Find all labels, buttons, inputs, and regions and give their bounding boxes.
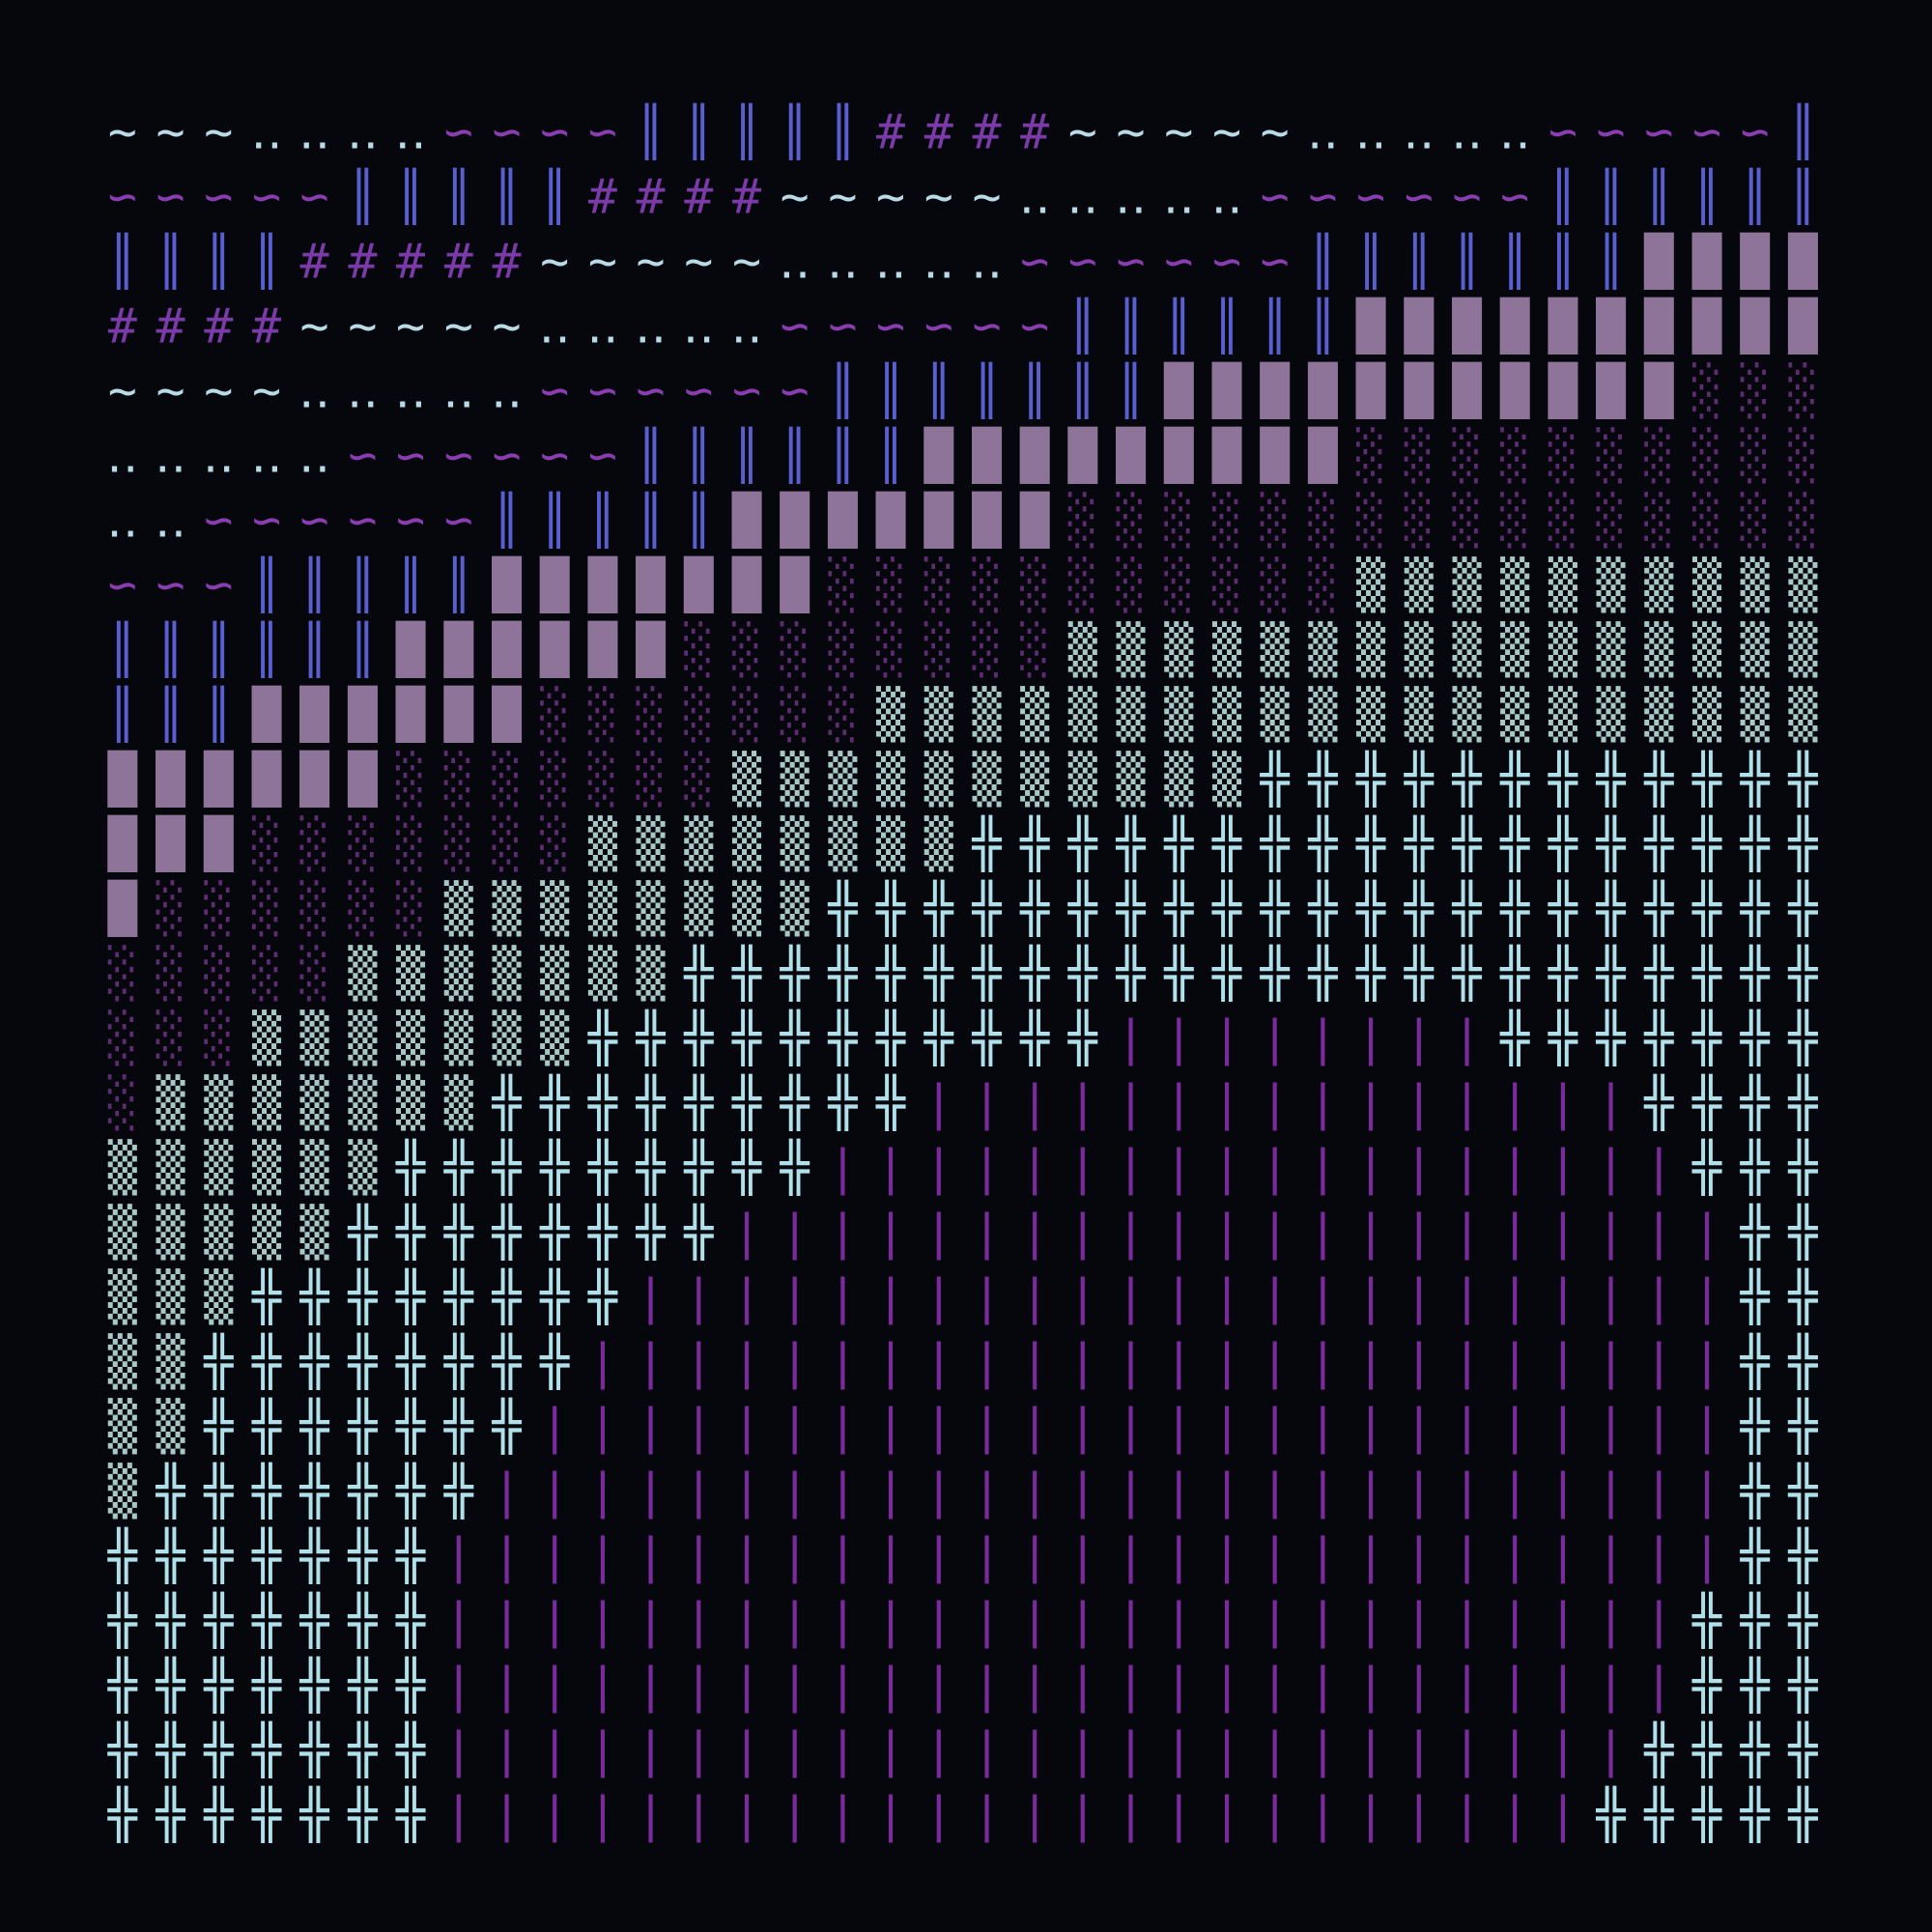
- glyph-run: ███████: [491, 556, 810, 614]
- glyph-run: |||||||||||||||: [924, 1075, 1626, 1131]
- glyph-run: ░░░░░░░: [396, 751, 713, 809]
- glyph-run: ╬╬╬╬╬╬╬╬╬: [395, 1139, 810, 1197]
- glyph-run: ╬╬╬: [1691, 1139, 1818, 1197]
- glyph-run: ███: [107, 815, 235, 873]
- glyph-run: ░░░░░░░░░░░: [828, 556, 1337, 614]
- glyph-run: ▒▒▒: [108, 1268, 235, 1326]
- glyph-run: |||||||||||||||||||||||: [637, 1269, 1722, 1325]
- glyph-run: ░░░░░░░: [540, 686, 857, 744]
- glyph-run: ███████████: [1163, 362, 1674, 420]
- glyph-run: ╬╬╬╬╬╬╬: [107, 1786, 426, 1844]
- glyph-run: |||||||||||||||||||||||||: [540, 1399, 1721, 1455]
- glyph-run: ╬╬╬╬╬╬╬╬╬╬╬╬╬╬╬╬╬╬╬╬╬: [827, 880, 1818, 938]
- glyph-run: ╬╬╬╬╬╬╬: [1499, 1009, 1818, 1067]
- glyph-run: ~~~: [108, 104, 234, 160]
- glyph-run: ║║║║║║║: [1308, 233, 1625, 291]
- glyph-run: ╬╬╬: [1691, 1592, 1818, 1650]
- glyph-run: ╬╬╬╬╬╬╬╬╬╬╬: [587, 1009, 1098, 1067]
- glyph-run: ╬╬╬╬╬╬╬: [107, 1527, 426, 1585]
- glyph-run: ║: [1788, 103, 1817, 161]
- glyph-run: ░░░: [1692, 362, 1818, 420]
- glyph-run: ║║║║║║║: [828, 362, 1145, 420]
- glyph-run: ▒: [108, 1463, 138, 1520]
- glyph-run: ╬╬╬╬╬╬╬: [156, 1463, 474, 1520]
- glyph-run: ║║║: [108, 686, 234, 744]
- glyph-run: ∽∽∽: [108, 557, 234, 613]
- glyph-run: |||||||||||||||||||||||||||: [444, 1528, 1721, 1584]
- glyph-run: ▒▒▒▒▒▒▒: [252, 1009, 570, 1067]
- glyph-run: ╬╬╬╬╬╬╬: [107, 1657, 426, 1715]
- glyph-run: ▒▒▒▒▒▒▒: [156, 1074, 474, 1132]
- glyph-run: ▒▒▒▒▒▒▒▒▒▒▒: [732, 751, 1242, 809]
- glyph-run: ╬╬╬: [1691, 1657, 1818, 1715]
- glyph-run: |||||||||||||||||||||: [732, 1205, 1721, 1261]
- glyph-run: |||||||||||||||||||||||||: [444, 1722, 1626, 1778]
- glyph-run: ░░░░░░░: [252, 815, 569, 873]
- glyph-run: ███████: [731, 492, 1050, 550]
- glyph-run: ╬╬╬╬╬╬╬: [107, 1592, 426, 1650]
- glyph-run: █: [107, 880, 138, 938]
- glyph-run: ░: [108, 1074, 137, 1132]
- glyph-run: ▒▒▒▒▒▒▒: [348, 945, 666, 1003]
- glyph-run: ╬╬╬╬╬╬╬: [107, 1721, 426, 1779]
- glyph-run: ░░░: [108, 1009, 234, 1067]
- glyph-run: █████████: [923, 427, 1339, 485]
- glyph-run: ╬╬╬╬╬╬╬: [203, 1398, 522, 1456]
- glyph-run: ╬╬╬╬╬╬╬╬╬: [491, 1074, 906, 1132]
